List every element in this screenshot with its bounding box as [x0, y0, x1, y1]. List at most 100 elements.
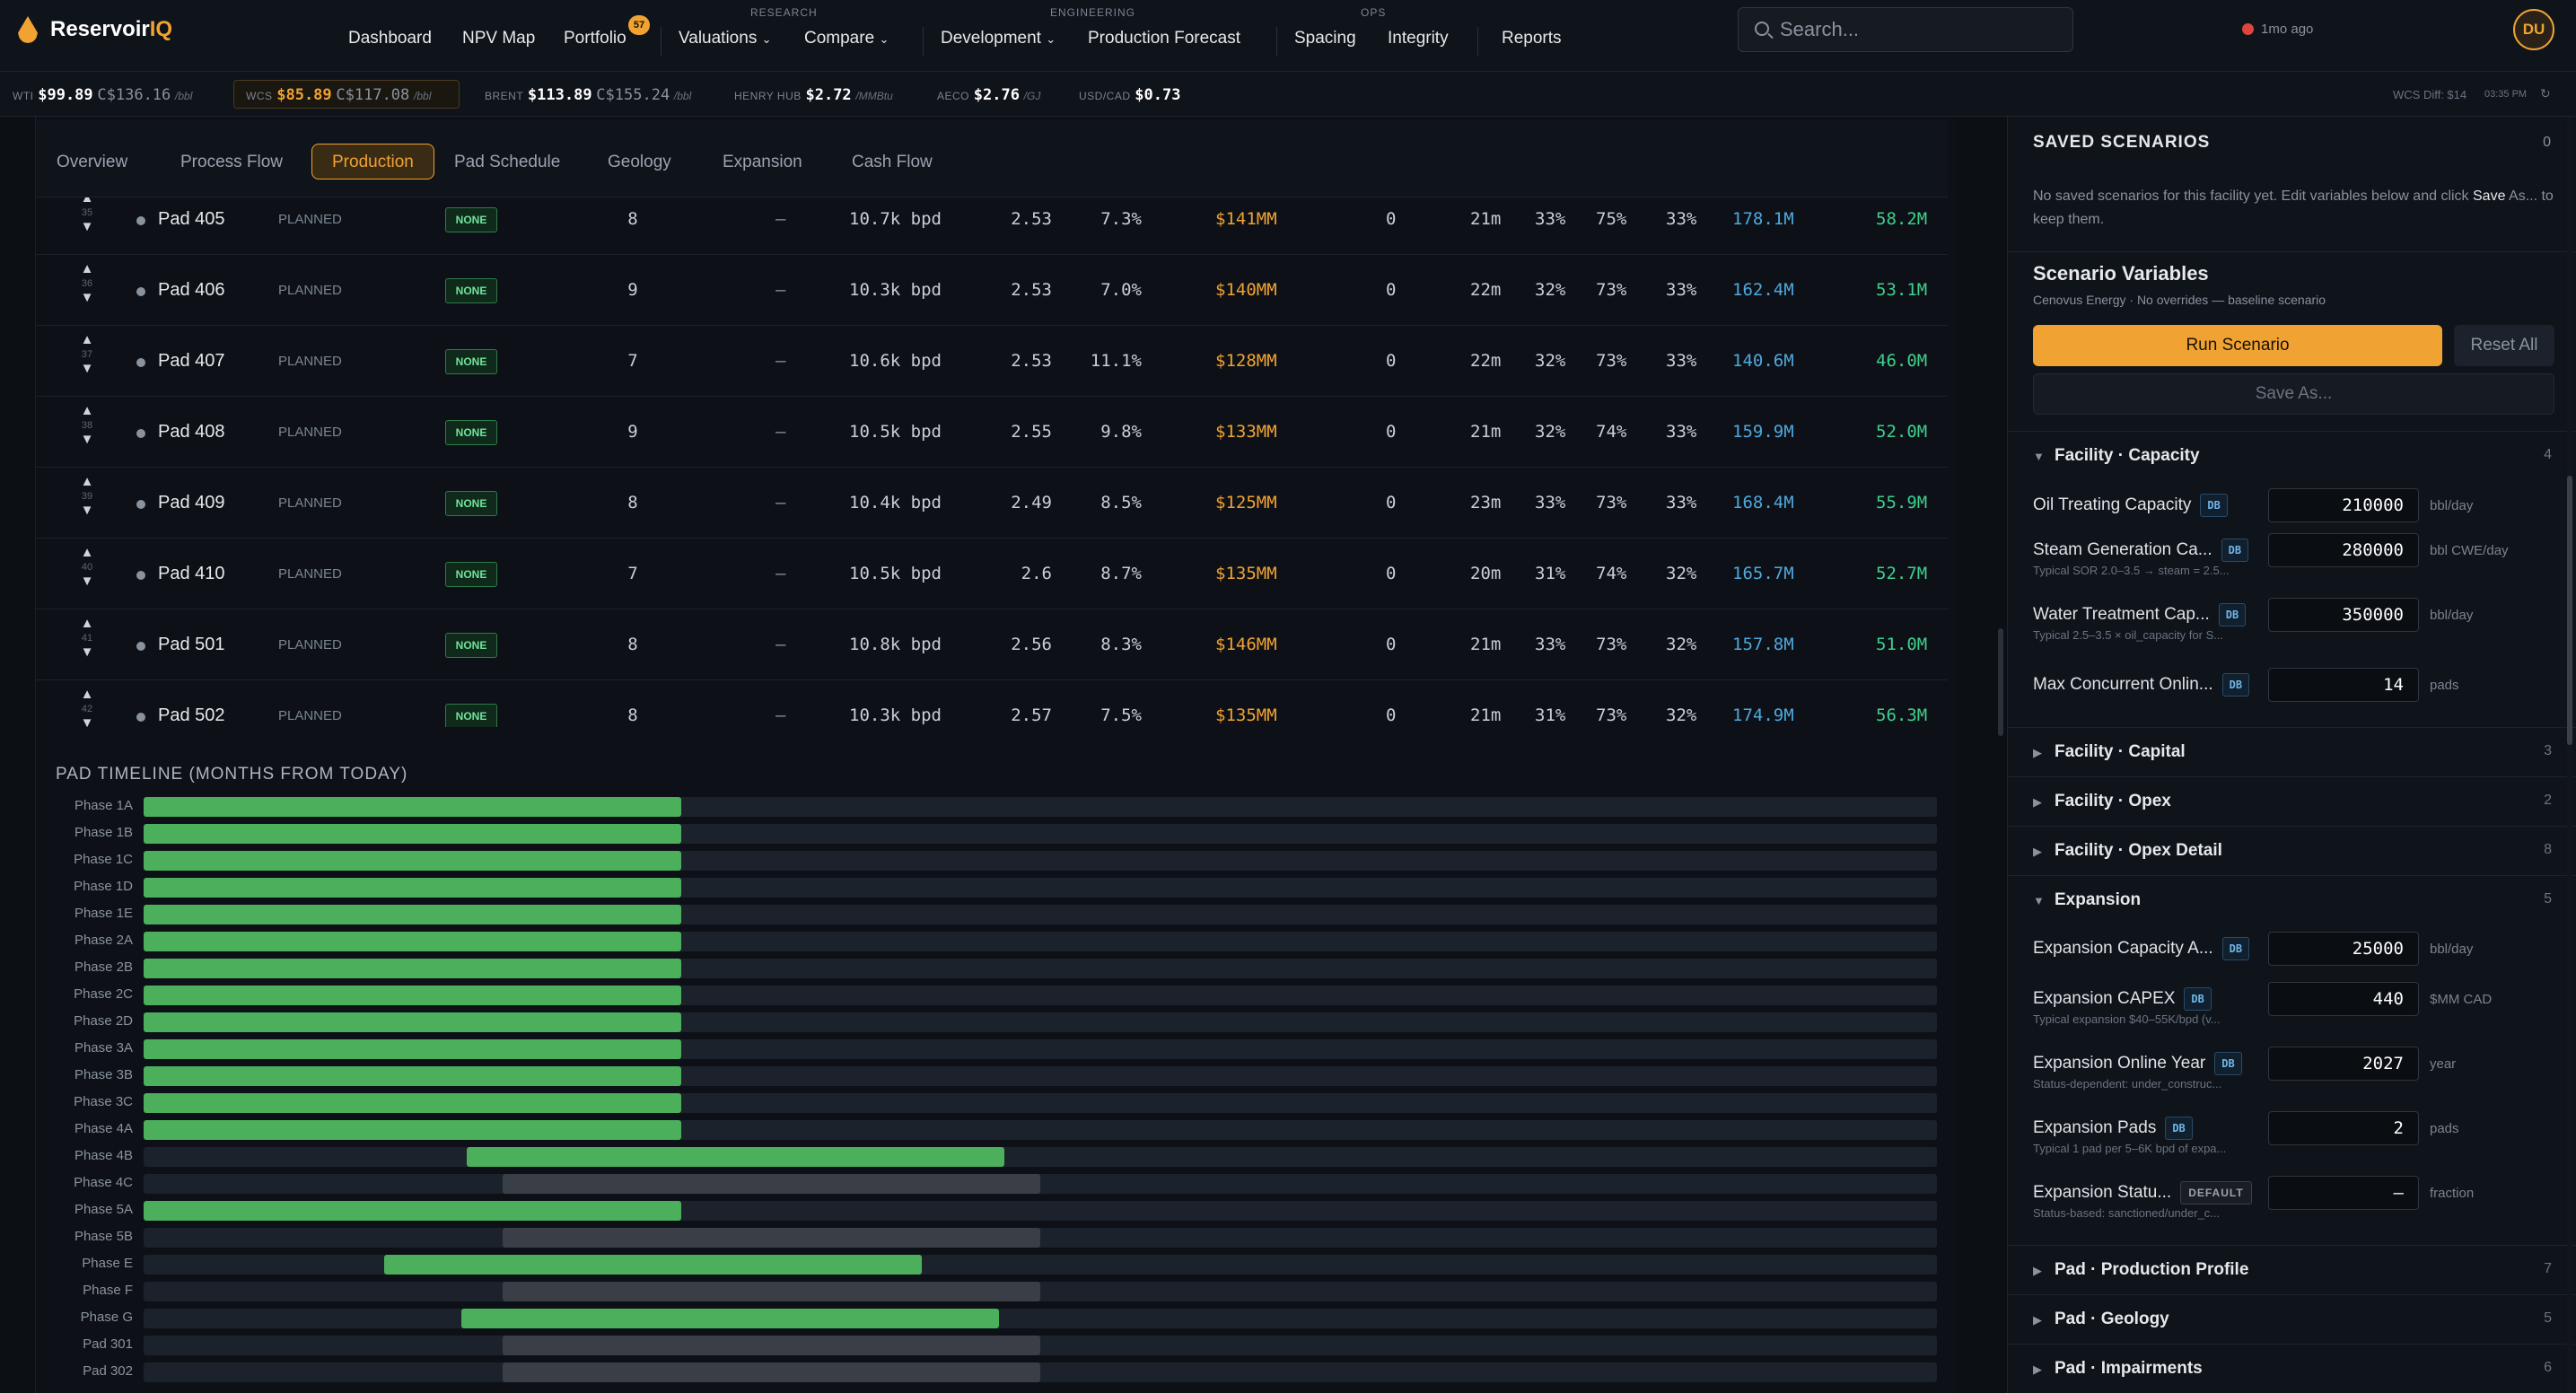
variable-input[interactable] [2268, 1176, 2419, 1210]
table-row[interactable]: ▲ 37 ▼ NONE Pad 407 PLANNED 7 — 10.6k bpd 2.53 11.… [36, 326, 1948, 397]
timeline-bar[interactable] [383, 1255, 923, 1275]
reset-all-button[interactable]: Reset All [2454, 325, 2554, 366]
timeline-bar[interactable] [466, 1147, 1005, 1167]
reorder-handle[interactable]: ▲ 40 ▼ [79, 546, 95, 589]
reorder-handle[interactable]: ▲ 38 ▼ [79, 404, 95, 447]
tab-pad-schedule[interactable]: Pad Schedule [454, 153, 561, 171]
cell-name[interactable]: Pad 405 [158, 209, 225, 229]
arrow-down-icon[interactable]: ▼ [80, 574, 94, 589]
timeline-bar[interactable] [144, 932, 682, 951]
timeline-bar[interactable] [502, 1174, 1040, 1194]
search-box[interactable] [1738, 7, 2073, 52]
scrollbar-thumb[interactable] [2567, 476, 2572, 745]
section-pad-impairments[interactable]: ▶ Pad · Impairments 6 [2008, 1344, 2576, 1392]
arrow-down-icon[interactable]: ▼ [80, 503, 94, 518]
nav-valuations[interactable]: Valuations ⌄ [679, 29, 772, 48]
timeline-bar[interactable] [460, 1309, 1000, 1328]
nav-spacing[interactable]: Spacing [1294, 29, 1356, 48]
nav-integrity[interactable]: Integrity [1388, 29, 1449, 48]
timeline-bar[interactable] [144, 1066, 682, 1086]
section-expansion[interactable]: ▼ Expansion 5 [2008, 875, 2576, 924]
arrow-down-icon[interactable]: ▼ [80, 644, 94, 660]
table-row[interactable]: ▲ 36 ▼ NONE Pad 406 PLANNED 9 — 10.3k bpd 2.53 7.0… [36, 255, 1948, 326]
timeline-bar[interactable] [502, 1282, 1040, 1301]
variable-input[interactable] [2268, 668, 2419, 702]
cell-name[interactable]: Pad 501 [158, 635, 225, 654]
arrow-up-icon[interactable]: ▲ [80, 261, 94, 276]
timeline-bar[interactable] [144, 797, 682, 817]
timeline-bar[interactable] [144, 905, 682, 924]
arrow-down-icon[interactable]: ▼ [80, 432, 94, 447]
section-facility-opex[interactable]: ▶ Facility · Opex 2 [2008, 776, 2576, 825]
timeline-bar[interactable] [144, 851, 682, 871]
nav-compare[interactable]: Compare ⌄ [804, 29, 889, 48]
arrow-down-icon[interactable]: ▼ [80, 715, 94, 728]
nav-npv-map[interactable]: NPV Map [462, 29, 536, 48]
timeline-bar[interactable] [502, 1228, 1040, 1248]
logo[interactable]: ReservoirIQ [18, 16, 172, 43]
timeline-bar[interactable] [144, 1120, 682, 1140]
reorder-handle[interactable]: ▲ 41 ▼ [79, 617, 95, 660]
nav-production-forecast[interactable]: Production Forecast [1088, 29, 1241, 48]
table-row[interactable]: ▲ 38 ▼ NONE Pad 408 PLANNED 9 — 10.5k bpd 2.55 9.8… [36, 397, 1948, 468]
refresh-icon[interactable]: ↻ [2540, 86, 2551, 101]
table-row[interactable]: ▲ 35 ▼ NONE Pad 405 PLANNED 8 — 10.7k bpd 2.53 7.3… [36, 184, 1948, 255]
nav-portfolio[interactable]: Portfolio [564, 29, 626, 48]
section-pad-geology[interactable]: ▶ Pad · Geology 5 [2008, 1294, 2576, 1343]
variable-input[interactable] [2268, 1047, 2419, 1081]
timeline-bar[interactable] [144, 1012, 682, 1032]
tab-production[interactable]: Production [311, 144, 434, 180]
main-scrollbar[interactable] [1998, 117, 2003, 1393]
variable-input[interactable] [2268, 982, 2419, 1016]
cell-name[interactable]: Pad 408 [158, 422, 225, 442]
arrow-up-icon[interactable]: ▲ [80, 403, 94, 418]
nav-dashboard[interactable]: Dashboard [348, 29, 432, 48]
search-input[interactable] [1780, 8, 2058, 51]
save-as-button[interactable]: Save As... [2033, 373, 2554, 415]
arrow-up-icon[interactable]: ▲ [80, 616, 94, 631]
timeline-bar[interactable] [502, 1362, 1040, 1382]
nav-development[interactable]: Development ⌄ [941, 29, 1056, 48]
table-row[interactable]: ▲ 39 ▼ NONE Pad 409 PLANNED 8 — 10.4k bpd 2.49 8.5… [36, 468, 1948, 539]
timeline-bar[interactable] [144, 1093, 682, 1113]
tab-geology[interactable]: Geology [608, 153, 671, 171]
cell-name[interactable]: Pad 410 [158, 564, 225, 583]
variable-input[interactable] [2268, 1111, 2419, 1145]
timeline-bar[interactable] [144, 878, 682, 898]
arrow-up-icon[interactable]: ▲ [80, 545, 94, 560]
arrow-down-icon[interactable]: ▼ [80, 361, 94, 376]
reorder-handle[interactable]: ▲ 39 ▼ [79, 475, 95, 518]
arrow-down-icon[interactable]: ▼ [80, 219, 94, 234]
timeline-bar[interactable] [144, 959, 682, 978]
table-row[interactable]: ▲ 41 ▼ NONE Pad 501 PLANNED 8 — 10.8k bpd 2.56 8.3… [36, 609, 1948, 680]
tab-overview[interactable]: Overview [57, 153, 128, 171]
scrollbar-thumb[interactable] [1998, 628, 2003, 736]
arrow-up-icon[interactable]: ▲ [80, 332, 94, 347]
arrow-down-icon[interactable]: ▼ [80, 290, 94, 305]
tab-expansion[interactable]: Expansion [723, 153, 802, 171]
cell-name[interactable]: Pad 407 [158, 351, 225, 371]
table-row[interactable]: ▲ 40 ▼ NONE Pad 410 PLANNED 7 — 10.5k bpd 2.6 8.7%… [36, 539, 1948, 609]
variable-input[interactable] [2268, 488, 2419, 522]
reorder-handle[interactable]: ▲ 37 ▼ [79, 333, 95, 376]
timeline-bar[interactable] [144, 1039, 682, 1059]
variable-input[interactable] [2268, 533, 2419, 567]
variable-input[interactable] [2268, 932, 2419, 966]
cell-name[interactable]: Pad 502 [158, 705, 225, 725]
avatar[interactable]: DU [2513, 9, 2554, 50]
timeline-bar[interactable] [144, 824, 682, 844]
timeline-bar[interactable] [144, 1201, 682, 1221]
section-facility-opex-detail[interactable]: ▶ Facility · Opex Detail 8 [2008, 826, 2576, 874]
timeline-bar[interactable] [144, 986, 682, 1005]
nav-reports[interactable]: Reports [1502, 29, 1562, 48]
tab-process-flow[interactable]: Process Flow [180, 153, 284, 171]
section-facility-capacity[interactable]: ▼ Facility · Capacity 4 [2008, 431, 2576, 479]
cell-name[interactable]: Pad 406 [158, 280, 225, 300]
reorder-handle[interactable]: ▲ 42 ▼ [79, 687, 95, 728]
reorder-handle[interactable]: ▲ 35 ▼ [79, 191, 95, 234]
arrow-up-icon[interactable]: ▲ [80, 687, 94, 702]
panel-scrollbar[interactable] [2567, 117, 2572, 1393]
timeline-bar[interactable] [502, 1336, 1040, 1355]
section-facility-capital[interactable]: ▶ Facility · Capital 3 [2008, 727, 2576, 775]
section-pad-production-profile[interactable]: ▶ Pad · Production Profile 7 [2008, 1245, 2576, 1293]
